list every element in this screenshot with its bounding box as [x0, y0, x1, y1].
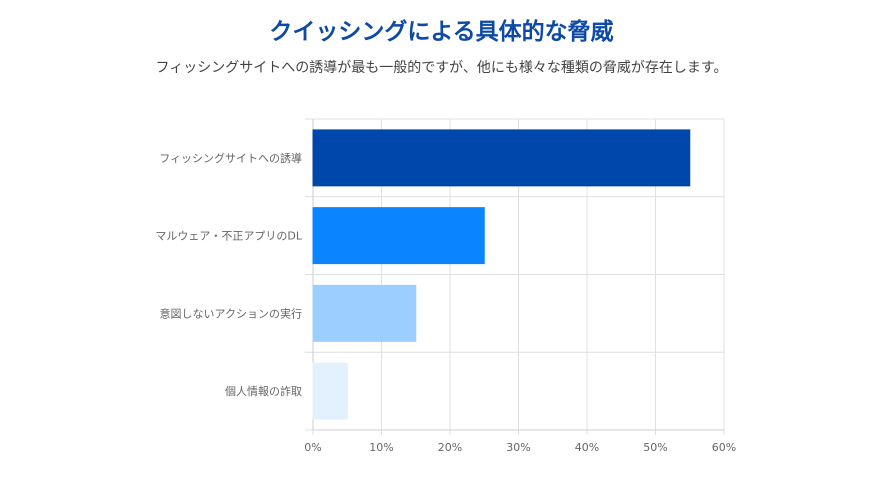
bar	[312, 207, 485, 265]
x-tick-label: 40%	[575, 441, 599, 454]
x-tick-label: 30%	[506, 441, 530, 454]
chart-subtitle: フィッシングサイトへの誘導が最も一般的ですが、他にも様々な種類の脅威が存在します…	[155, 60, 728, 76]
bar	[312, 129, 691, 187]
y-category-label: 個人情報の詐取	[225, 384, 302, 398]
y-category-label: マルウェア・不正アプリのDL	[155, 230, 302, 243]
y-category-label: フィッシングサイトへの誘導	[159, 151, 302, 165]
x-tick-label: 0%	[304, 441, 321, 454]
y-category-label: 意図しないアクションの実行	[160, 306, 302, 320]
x-tick-label: 60%	[712, 441, 736, 454]
bar	[312, 284, 417, 342]
bar	[312, 362, 348, 420]
x-tick-label: 20%	[438, 441, 462, 454]
x-tick-label: 10%	[369, 441, 393, 454]
chart-title: クイッシングによる具体的な脅威	[269, 19, 614, 45]
x-tick-label: 50%	[643, 441, 667, 454]
